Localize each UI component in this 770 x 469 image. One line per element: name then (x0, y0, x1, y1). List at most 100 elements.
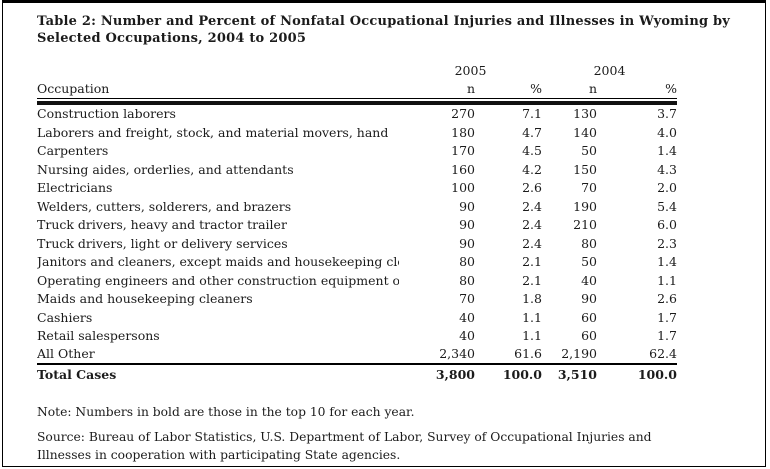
occupation-cell: Truck drivers, light or delivery service… (37, 235, 288, 251)
n-2005-cell: 100 (451, 180, 475, 196)
table-row: Cashiers 40 1.1 60 1.7 (37, 308, 677, 327)
n-2005-cell: 90 (459, 217, 475, 233)
n-2005-cell: 2,340 (439, 346, 475, 362)
n-2004-cell: 190 (573, 198, 597, 214)
pct-2005-cell: 4.2 (522, 161, 542, 177)
document-content: Table 2: Number and Percent of Nonfatal … (3, 3, 765, 464)
n-2004-cell: 50 (581, 254, 597, 270)
pct-2005-cell: 4.7 (522, 124, 542, 140)
table-row: Truck drivers, light or delivery service… (37, 234, 677, 253)
n-2004-cell: 70 (581, 180, 597, 196)
n-2004-cell: 150 (573, 161, 597, 177)
pct-2004-cell: 5.4 (657, 198, 677, 214)
n-2005-cell: 180 (451, 124, 475, 140)
pct-2005-cell: 4.5 (522, 143, 542, 159)
page-title: Table 2: Number and Percent of Nonfatal … (37, 14, 731, 46)
pct-2005-cell: 2.4 (522, 198, 542, 214)
pct-2005-cell: 2.4 (522, 235, 542, 251)
n-2004-cell: 140 (573, 124, 597, 140)
occupation-cell: Welders, cutters, solderers, and brazers (37, 198, 292, 214)
n-2005-cell: 270 (451, 106, 475, 122)
pct-2004-cell: 6.0 (657, 217, 677, 233)
n-2005-cell: 90 (459, 198, 475, 214)
occupation-cell: Construction laborers (37, 106, 176, 122)
pct-2005-cell: 2.1 (522, 272, 542, 288)
occupations-table: 2005 2004 Occupation n % n % Constructio… (37, 61, 677, 385)
n-2005-cell: 170 (451, 143, 475, 159)
pct-2004-cell: 62.4 (649, 346, 677, 362)
pct-2004-cell: 1.4 (657, 143, 677, 159)
year-header-row: 2005 2004 (37, 61, 677, 79)
n-2004-cell: 40 (581, 272, 597, 288)
n-2004-cell: 90 (581, 291, 597, 307)
pct-2005-cell: 1.8 (522, 291, 542, 307)
occupation-cell: Laborers and freight, stock, and materia… (37, 124, 389, 140)
n-2004-cell: 60 (581, 328, 597, 344)
pct-2004-cell: 1.4 (657, 254, 677, 270)
n-2004-cell: 60 (581, 309, 597, 325)
n-2004-cell: 2,190 (561, 346, 597, 362)
pct-2004-cell: 1.7 (657, 309, 677, 325)
total-n-2005-cell: 3,800 (399, 362, 475, 385)
n-2005-cell: 70 (459, 291, 475, 307)
table-row: Carpenters 170 4.5 50 1.4 (37, 142, 677, 161)
occupation-cell: Maids and housekeeping cleaners (37, 291, 253, 307)
total-pct-2004-cell: 100.0 (597, 362, 677, 385)
pct-2004-cell: 2.0 (657, 180, 677, 196)
occupation-cell: Retail salespersons (37, 328, 160, 344)
table-row: Nursing aides, orderlies, and attendants… (37, 160, 677, 179)
table-row: Retail salespersons 40 1.1 60 1.7 (37, 327, 677, 346)
n-2005-cell: 40 (459, 309, 475, 325)
table-row: Maids and housekeeping cleaners 70 1.8 90 2.… (37, 290, 677, 309)
pct-2004-cell: 1.7 (657, 328, 677, 344)
pct-2005-cell: 7.1 (522, 106, 542, 122)
year-2005-header: 2005 (454, 62, 487, 78)
total-pct-2005-cell: 100.0 (475, 362, 542, 385)
pct-2004-cell: 2.3 (657, 235, 677, 251)
total-label-cell: Total Cases (37, 362, 399, 385)
n-2004-cell: 210 (573, 217, 597, 233)
pct-2004-cell: 4.0 (657, 124, 677, 140)
pct-2005-cell: 1.1 (522, 309, 542, 325)
pct-2005-column-header: % (475, 79, 542, 99)
table-row: Janitors and cleaners, except maids and … (37, 253, 677, 272)
year-2004-header: 2004 (593, 62, 626, 78)
table-row: Truck drivers, heavy and tractor trailer… (37, 216, 677, 235)
source-text: Source: Bureau of Labor Statistics, U.S.… (37, 429, 652, 462)
total-n-2004-cell: 3,510 (542, 362, 597, 385)
n-2005-cell: 40 (459, 328, 475, 344)
note-text: Note: Numbers in bold are those in the t… (37, 404, 415, 419)
n-2005-column-header: n (399, 79, 475, 99)
table-row: Electricians 100 2.6 70 2.0 (37, 179, 677, 198)
column-header-row: Occupation n % n % (37, 79, 677, 99)
occupation-cell: All Other (37, 346, 95, 362)
pct-2004-cell: 1.1 (657, 272, 677, 288)
pct-2004-cell: 3.7 (657, 106, 677, 122)
header-thick-rule (37, 100, 677, 105)
occupation-cell: Cashiers (37, 309, 93, 325)
occupation-cell: Janitors and cleaners, except maids and … (37, 254, 399, 270)
pct-2005-cell: 2.4 (522, 217, 542, 233)
total-row: Total Cases 3,800 100.0 3,510 100.0 (37, 362, 677, 385)
occupation-cell: Operating engineers and other constructi… (37, 272, 399, 288)
pct-2004-cell: 4.3 (657, 161, 677, 177)
pct-2004-column-header: % (597, 79, 677, 99)
table-row: Operating engineers and other constructi… (37, 271, 677, 290)
table-body: Construction laborers 270 7.1 130 3.7 Laborer… (37, 105, 677, 364)
n-2005-cell: 80 (459, 272, 475, 288)
occupation-column-header: Occupation (37, 79, 399, 99)
n-2004-column-header: n (542, 79, 597, 99)
occupation-cell: Electricians (37, 180, 113, 196)
occupation-cell: Truck drivers, heavy and tractor trailer (37, 217, 287, 233)
header-separator-row (37, 98, 677, 105)
occupation-cell: Nursing aides, orderlies, and attendants (37, 161, 294, 177)
pct-2005-cell: 61.6 (514, 346, 542, 362)
pct-2005-cell: 1.1 (522, 328, 542, 344)
n-2004-cell: 130 (573, 106, 597, 122)
empty-cell (37, 61, 399, 79)
pct-2005-cell: 2.1 (522, 254, 542, 270)
occupation-cell: Carpenters (37, 143, 109, 159)
table-row: All Other 2,340 61.6 2,190 62.4 (37, 345, 677, 364)
n-2004-cell: 80 (581, 235, 597, 251)
